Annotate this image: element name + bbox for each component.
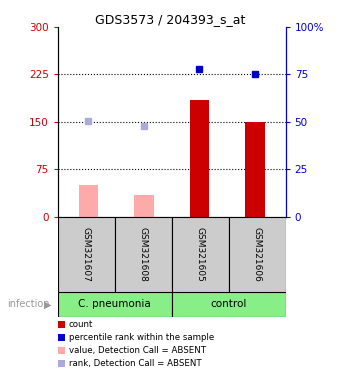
- Text: percentile rank within the sample: percentile rank within the sample: [69, 333, 214, 342]
- Bar: [79, 185, 98, 217]
- Text: GSM321606: GSM321606: [253, 227, 261, 282]
- Bar: [172, 292, 286, 317]
- Text: GSM321607: GSM321607: [82, 227, 91, 282]
- Text: C. pneumonia: C. pneumonia: [79, 299, 151, 310]
- Bar: [190, 100, 209, 217]
- Text: value, Detection Call = ABSENT: value, Detection Call = ABSENT: [69, 346, 206, 355]
- Text: count: count: [69, 320, 93, 329]
- Text: ▶: ▶: [44, 299, 51, 310]
- Text: GSM321608: GSM321608: [139, 227, 148, 282]
- Text: GDS3573 / 204393_s_at: GDS3573 / 204393_s_at: [95, 13, 245, 26]
- Bar: [115, 217, 172, 292]
- Text: rank, Detection Call = ABSENT: rank, Detection Call = ABSENT: [69, 359, 201, 368]
- Text: GSM321605: GSM321605: [196, 227, 205, 282]
- Bar: [228, 217, 286, 292]
- Bar: [58, 217, 115, 292]
- Text: control: control: [210, 299, 247, 310]
- Bar: [172, 217, 228, 292]
- Text: infection: infection: [7, 299, 49, 310]
- Bar: [58, 292, 172, 317]
- Bar: [134, 195, 154, 217]
- Bar: [245, 122, 265, 217]
